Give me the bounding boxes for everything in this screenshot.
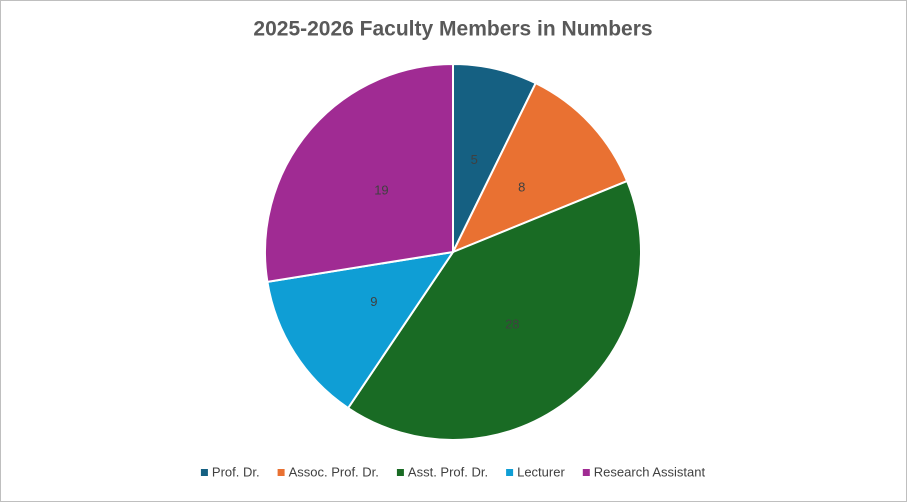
pie-slice	[266, 250, 456, 410]
legend-label: Lecturer	[517, 464, 565, 479]
pie-slice	[346, 179, 642, 441]
pie-slice	[450, 81, 629, 254]
legend-swatch	[506, 469, 514, 476]
data-label: 19	[374, 182, 388, 197]
data-label: 9	[370, 294, 377, 309]
legend-swatch	[582, 469, 590, 476]
chart-title: 2025-2026 Faculty Members in Numbers	[253, 18, 652, 41]
pie-slice	[264, 62, 454, 283]
legend-swatch	[396, 469, 404, 476]
data-label: 5	[471, 152, 478, 167]
data-label: 8	[518, 179, 525, 194]
legend-label: Asst. Prof. Dr.	[408, 464, 488, 479]
legend-swatch	[277, 469, 285, 476]
legend-label: Assoc. Prof. Dr.	[289, 464, 379, 479]
legend-swatch	[200, 469, 208, 476]
legend-label: Research Assistant	[594, 464, 706, 479]
data-label: 28	[505, 316, 519, 331]
legend-label: Prof. Dr.	[212, 464, 260, 479]
